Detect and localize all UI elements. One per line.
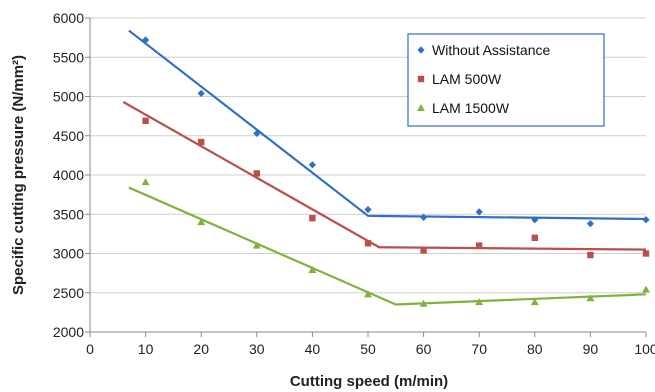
legend-label-lam-1500w: LAM 1500W: [432, 100, 510, 116]
x-tick-labels: 0 10 20 30 40 50 60 70 80 90 100: [86, 341, 655, 357]
x-tick-label: 40: [305, 341, 321, 357]
data-point-lam-500w: [253, 170, 260, 177]
data-point-lam-1500w: [308, 265, 317, 273]
trend-lines: [122, 29, 647, 306]
y-tick-label: 2000: [53, 324, 84, 340]
data-point-lam-1500w: [364, 290, 372, 298]
data-point-without-assistance: [364, 205, 372, 214]
y-tick-label: 3000: [53, 246, 84, 262]
legend-marker-lam-1500w: [417, 104, 425, 111]
x-tick-label: 10: [138, 341, 154, 357]
data-points: [141, 36, 650, 307]
x-tick-label: 90: [583, 341, 599, 357]
y-tick-label: 2500: [53, 285, 84, 301]
data-point-without-assistance: [197, 89, 205, 97]
data-point-lam-500w: [587, 251, 594, 259]
data-point-without-assistance: [475, 208, 483, 216]
y-tick-label: 5500: [53, 49, 84, 65]
data-point-lam-1500w: [530, 298, 539, 306]
x-tick-label: 30: [249, 341, 265, 357]
x-tick-label: 80: [527, 341, 543, 357]
data-point-without-assistance: [586, 220, 594, 228]
trend-line-without-assistance: [128, 29, 647, 221]
data-point-without-assistance: [142, 36, 150, 44]
y-tick-label: 4500: [53, 128, 84, 144]
axes: [85, 17, 647, 337]
y-axis-label: Specific cutting pressure (N/mm²): [10, 55, 27, 295]
data-point-without-assistance: [308, 161, 316, 169]
data-point-lam-1500w: [642, 285, 650, 293]
data-point-lam-1500w: [252, 241, 261, 249]
x-tick-label: 50: [360, 341, 376, 357]
legend-marker-lam-500w: [417, 75, 425, 83]
data-point-without-assistance: [420, 213, 428, 221]
data-point-lam-500w: [642, 250, 650, 257]
data-point-without-assistance: [531, 216, 539, 224]
data-point-lam-500w: [142, 117, 149, 125]
legend-box: [407, 33, 605, 127]
y-tick-label: 3500: [53, 206, 84, 222]
data-point-lam-1500w: [197, 218, 206, 226]
data-point-lam-1500w: [586, 294, 595, 302]
x-tick-label: 100: [634, 341, 655, 357]
data-point-lam-500w: [476, 242, 483, 249]
data-point-lam-500w: [531, 234, 538, 241]
x-tick-label: 70: [471, 341, 487, 357]
data-point-lam-1500w: [419, 299, 428, 307]
data-point-lam-500w: [198, 138, 205, 146]
data-point-without-assistance: [642, 216, 650, 224]
x-axis-label: Cutting speed (m/min): [290, 373, 448, 390]
data-point-lam-500w: [309, 214, 316, 222]
y-tick-label: 5000: [53, 89, 84, 105]
data-point-lam-500w: [364, 240, 372, 247]
x-tick-label: 20: [193, 341, 209, 357]
legend: Without Assistance LAM 500W LAM 1500W: [407, 33, 605, 127]
legend-label-without-assistance: Without Assistance: [432, 42, 550, 58]
trend-line-lam-500w: [122, 101, 647, 251]
legend-marker-without-assistance: [417, 46, 425, 54]
data-point-without-assistance: [253, 129, 261, 137]
legend-label-lam-500w: LAM 500W: [432, 71, 502, 87]
data-point-lam-1500w: [141, 178, 150, 186]
x-tick-label: 60: [416, 341, 432, 357]
x-tick-label: 0: [86, 341, 94, 357]
data-point-lam-500w: [420, 247, 427, 254]
y-tick-labels: 2000 2500 3000 3500 4000 4500 5000 5500 6000: [53, 10, 84, 340]
trend-line-lam-1500w: [128, 186, 647, 306]
y-tick-label: 4000: [53, 167, 84, 183]
data-point-lam-1500w: [475, 298, 484, 306]
y-tick-label: 6000: [53, 10, 84, 26]
